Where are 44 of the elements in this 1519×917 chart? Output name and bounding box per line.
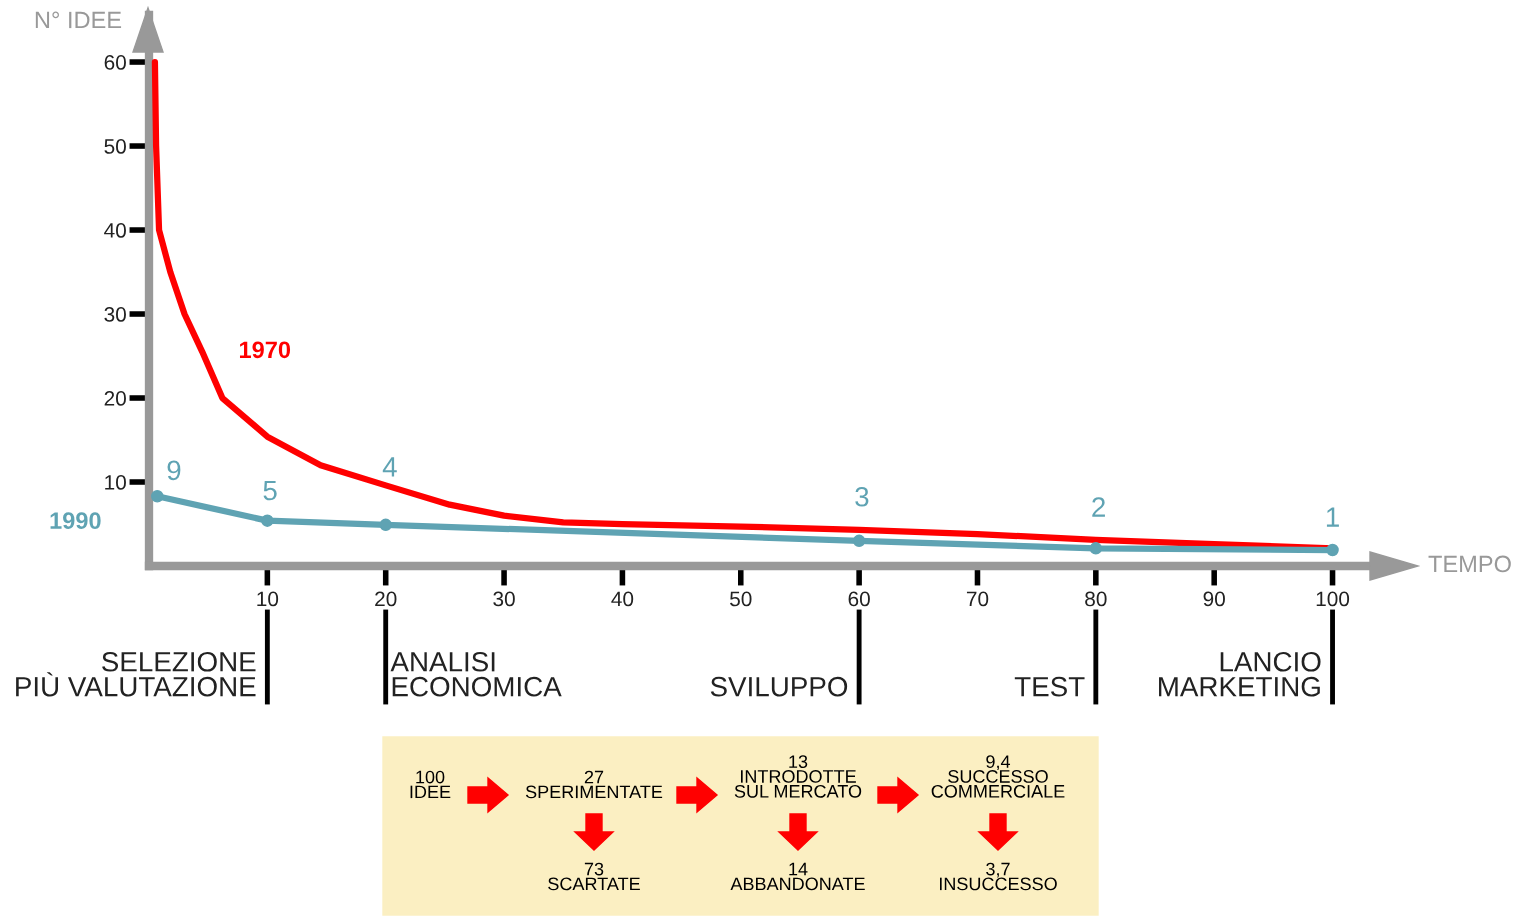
text: 27 SPERIMENTATE [525,770,663,799]
y-tick-label: 40 [104,223,126,238]
annotation: 2 [1092,497,1105,517]
text: SVILUPPO [710,676,848,697]
point [261,514,274,527]
y-tick-label: 30 [104,307,126,322]
point [379,518,392,532]
point [1089,542,1103,555]
x-tick-label: 40 [611,591,634,607]
y-axis-title: N° IDEE [35,11,122,29]
annotation: 4 [382,457,397,477]
text: 100 IDEE [410,770,451,799]
y-tick-label: 50 [104,139,126,154]
x-tick-label: 90 [1203,591,1225,607]
text: LANCIO MARKETING [1159,651,1321,697]
text: 9,4 SUCCESSO COMMERCIALE [931,755,1065,798]
x-tick-label: 50 [730,591,752,607]
text: ANALISI ECONOMICA [390,651,562,697]
y-tick-label: 60 [104,55,126,70]
point [1326,543,1339,557]
x-tick-label: 60 [848,591,870,607]
text: 13 INTRODOTTE SUL MERCATO [734,755,862,798]
series-label: 1970 [239,341,291,359]
x-tick-label: 10 [257,591,279,607]
text: 14 ABBANDONATE [730,862,865,891]
annotation: 9 [167,460,181,481]
point [151,490,164,503]
y-tick-label: 20 [104,391,126,406]
annotation: 1 [1326,507,1339,527]
x-tick-label: 100 [1316,591,1350,607]
text: 73 SCARTATE [548,862,640,891]
x-tick-label: 70 [966,591,989,607]
x-axis-title: TEMPO [1428,555,1511,573]
annotation: 3 [855,486,869,507]
text: SELEZIONE PIÙ VALUTAZIONE [16,651,256,697]
y-tick-label: 10 [105,475,126,490]
point [852,534,866,548]
x-tick-label: 80 [1085,591,1107,607]
annotation: 5 [263,480,277,501]
text: 1990 [50,512,101,530]
text: TEST [1014,676,1085,697]
text: 3,7 INSUCCESSO [939,862,1057,891]
x-tick-label: 30 [493,591,515,607]
x-tick-label: 20 [375,591,397,607]
